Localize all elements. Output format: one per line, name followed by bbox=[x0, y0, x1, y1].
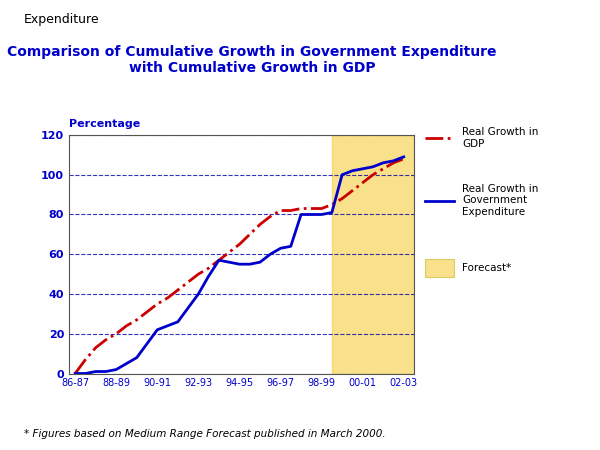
FancyBboxPatch shape bbox=[425, 259, 454, 277]
Text: Forecast*: Forecast* bbox=[462, 263, 511, 273]
Text: Percentage: Percentage bbox=[69, 119, 140, 129]
Text: Real Growth in
GDP: Real Growth in GDP bbox=[462, 127, 538, 148]
Text: Expenditure: Expenditure bbox=[24, 14, 100, 27]
Text: Real Growth in
Government
Expenditure: Real Growth in Government Expenditure bbox=[462, 184, 538, 217]
Bar bbox=[332, 135, 414, 374]
Text: Comparison of Cumulative Growth in Government Expenditure
with Cumulative Growth: Comparison of Cumulative Growth in Gover… bbox=[7, 45, 497, 75]
Text: * Figures based on Medium Range Forecast published in March 2000.: * Figures based on Medium Range Forecast… bbox=[24, 429, 386, 439]
